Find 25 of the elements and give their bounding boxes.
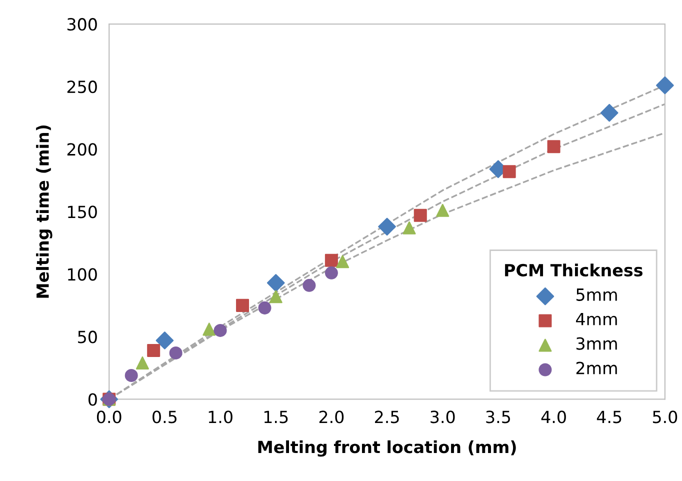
x-tick-label: 1.5 [264, 410, 288, 424]
y-tick-label: 300 [67, 18, 97, 31]
x-tick-label: 3.5 [486, 410, 510, 424]
x-tick-label: 3.0 [430, 410, 455, 424]
x-tick-label: 0.0 [96, 410, 122, 424]
x-tick-label: 4.5 [596, 410, 622, 424]
legend-label: 3mm [576, 337, 617, 350]
legend-title: PCM Thickness [505, 264, 642, 276]
x-tick-label: 0.5 [152, 410, 176, 424]
y-tick-label: 50 [78, 330, 97, 344]
y-axis-title: Melting time (min) [36, 125, 52, 298]
x-tick-label: 1.0 [208, 410, 232, 424]
legend-label: 4mm [576, 313, 617, 326]
y-tick-label: 200 [67, 143, 97, 156]
y-tick-label: 0 [88, 393, 97, 406]
y-tick-label: 100 [68, 268, 97, 281]
x-tick-label: 2.0 [319, 410, 344, 424]
x-tick-label: 4.0 [541, 410, 566, 424]
y-tick-label: 150 [68, 206, 97, 218]
legend-label: 5mm [576, 288, 617, 301]
legend-label: 2mm [576, 362, 617, 374]
y-tick-label: 250 [67, 80, 97, 94]
x-tick-label: 2.5 [375, 410, 399, 424]
x-tick-label: 5.0 [652, 410, 678, 424]
x-axis-title: Melting front location (mm) [258, 440, 516, 457]
